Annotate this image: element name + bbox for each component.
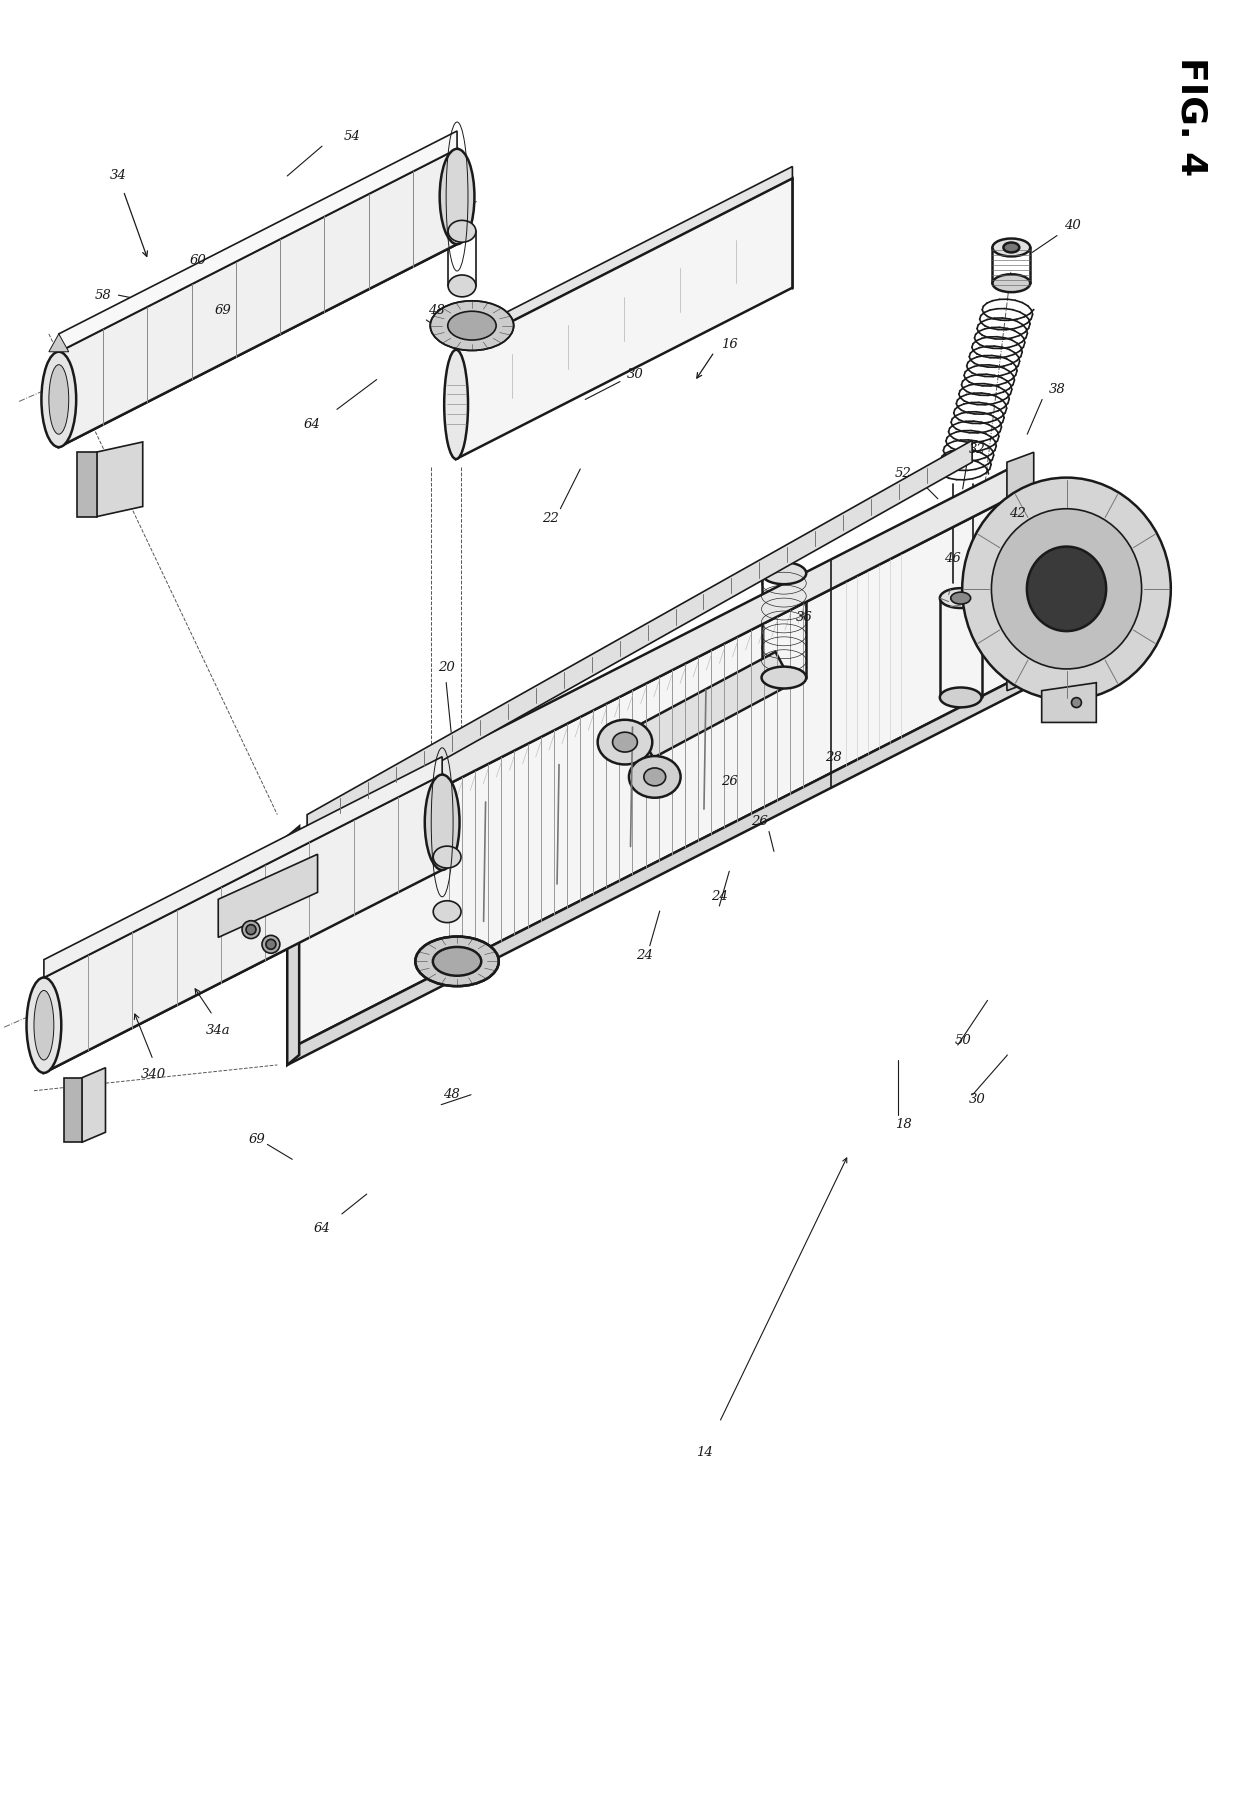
Polygon shape — [288, 492, 1022, 1050]
Polygon shape — [456, 167, 792, 350]
Ellipse shape — [598, 719, 652, 765]
Text: 60: 60 — [190, 254, 206, 267]
Ellipse shape — [425, 775, 460, 870]
Polygon shape — [288, 826, 299, 1064]
Text: 48: 48 — [428, 303, 445, 316]
Ellipse shape — [433, 901, 461, 923]
Ellipse shape — [433, 846, 461, 868]
Ellipse shape — [940, 588, 982, 608]
Text: 20: 20 — [438, 661, 455, 674]
Text: 30: 30 — [626, 369, 644, 381]
Ellipse shape — [242, 921, 260, 939]
Text: 58: 58 — [95, 289, 112, 301]
Ellipse shape — [26, 977, 61, 1073]
Ellipse shape — [629, 755, 681, 797]
Text: 14: 14 — [696, 1446, 713, 1458]
Ellipse shape — [940, 688, 982, 708]
Ellipse shape — [262, 935, 280, 953]
Text: FIG. 4: FIG. 4 — [1174, 56, 1208, 176]
Ellipse shape — [444, 350, 467, 459]
Ellipse shape — [433, 946, 481, 975]
Ellipse shape — [951, 592, 971, 605]
Text: 38: 38 — [1049, 383, 1065, 396]
Text: 18: 18 — [895, 1119, 911, 1131]
Text: 340: 340 — [140, 1068, 166, 1081]
Ellipse shape — [448, 311, 496, 340]
Text: 48: 48 — [443, 1088, 460, 1100]
Text: 26: 26 — [720, 775, 738, 788]
Ellipse shape — [448, 274, 476, 296]
Ellipse shape — [265, 939, 275, 950]
Ellipse shape — [1027, 547, 1106, 632]
Polygon shape — [63, 1079, 82, 1142]
Polygon shape — [77, 452, 97, 516]
Text: 50: 50 — [955, 1033, 971, 1046]
Polygon shape — [43, 775, 443, 1073]
Text: 26: 26 — [750, 815, 768, 828]
Polygon shape — [288, 463, 1022, 866]
Text: 34: 34 — [110, 169, 126, 182]
Text: 30: 30 — [970, 1093, 986, 1106]
Ellipse shape — [440, 149, 475, 243]
Text: 40: 40 — [1064, 220, 1080, 232]
Ellipse shape — [48, 365, 68, 434]
Ellipse shape — [992, 508, 1142, 668]
Ellipse shape — [448, 220, 476, 242]
Polygon shape — [1007, 452, 1034, 690]
Ellipse shape — [761, 563, 806, 585]
Text: 28: 28 — [825, 750, 842, 763]
Ellipse shape — [1003, 243, 1019, 252]
Text: 24: 24 — [711, 890, 728, 903]
Polygon shape — [58, 131, 458, 352]
Polygon shape — [1042, 683, 1096, 723]
Text: 54: 54 — [343, 129, 360, 143]
Text: 46: 46 — [945, 552, 961, 565]
Text: 42: 42 — [1009, 507, 1025, 519]
Text: 24: 24 — [636, 950, 653, 962]
Text: 69: 69 — [215, 303, 231, 316]
Ellipse shape — [761, 666, 806, 688]
Ellipse shape — [962, 478, 1171, 701]
Polygon shape — [218, 854, 317, 937]
Ellipse shape — [41, 352, 76, 447]
Polygon shape — [97, 441, 143, 516]
Polygon shape — [636, 652, 792, 757]
Polygon shape — [288, 676, 1022, 1064]
Polygon shape — [456, 178, 792, 459]
Ellipse shape — [992, 238, 1030, 256]
Polygon shape — [48, 334, 68, 352]
Ellipse shape — [415, 937, 498, 986]
Text: 36: 36 — [795, 612, 812, 625]
Text: 52: 52 — [895, 467, 911, 481]
Ellipse shape — [430, 301, 513, 350]
Polygon shape — [58, 149, 458, 447]
Ellipse shape — [613, 732, 637, 752]
Ellipse shape — [246, 924, 255, 935]
Text: 32: 32 — [970, 443, 986, 456]
Ellipse shape — [992, 274, 1030, 292]
Text: 34a: 34a — [206, 1024, 231, 1037]
Polygon shape — [308, 439, 972, 837]
Ellipse shape — [644, 768, 666, 786]
Text: 69: 69 — [249, 1133, 265, 1146]
Text: 64: 64 — [314, 1222, 330, 1235]
Ellipse shape — [33, 990, 53, 1061]
Ellipse shape — [1071, 697, 1081, 708]
Text: 16: 16 — [720, 338, 738, 350]
Polygon shape — [43, 757, 443, 977]
Text: 22: 22 — [542, 512, 559, 525]
Text: 64: 64 — [304, 418, 320, 430]
Polygon shape — [82, 1068, 105, 1142]
